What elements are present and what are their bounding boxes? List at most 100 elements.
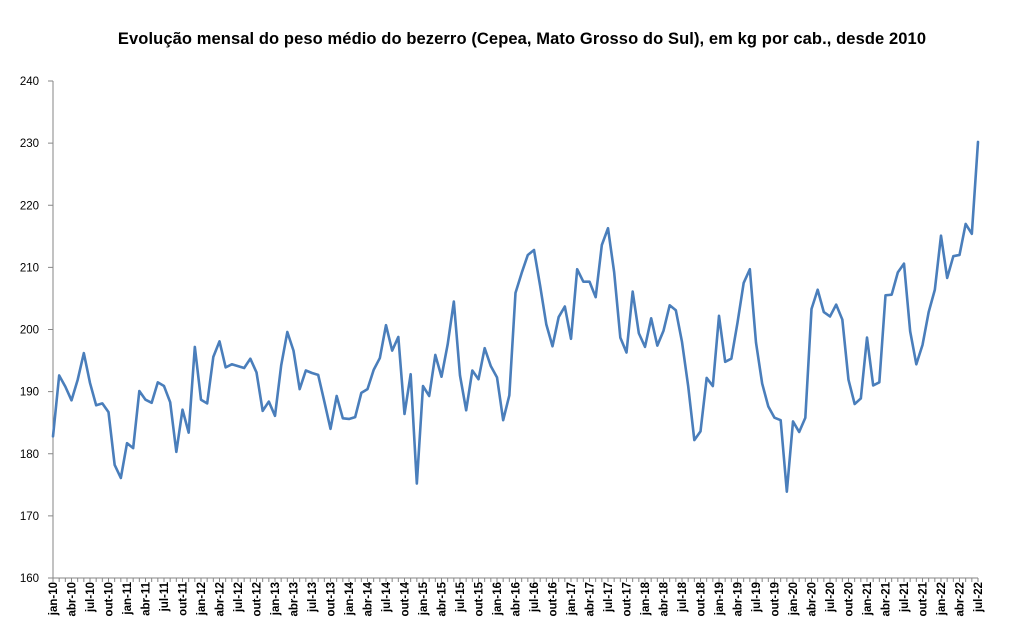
data-point	[249, 357, 251, 359]
data-point	[428, 395, 430, 397]
data-point	[409, 373, 411, 375]
data-point	[946, 277, 948, 279]
data-point	[792, 420, 794, 422]
data-point	[292, 349, 294, 351]
data-point	[884, 294, 886, 296]
y-tick-label: 170	[20, 511, 39, 523]
data-point	[231, 363, 233, 365]
data-point	[650, 317, 652, 319]
data-point	[206, 402, 208, 404]
x-tick-label: jul-21	[899, 581, 911, 613]
data-point	[268, 400, 270, 402]
data-point	[255, 371, 257, 373]
data-point	[348, 418, 350, 420]
data-point	[816, 289, 818, 291]
data-point	[527, 254, 529, 256]
x-tick-label: out-20	[844, 582, 856, 617]
data-point	[465, 409, 467, 411]
y-tick-label: 160	[20, 573, 39, 585]
data-point	[194, 346, 196, 348]
data-point	[83, 352, 85, 354]
x-tick-label: abr-12	[215, 582, 227, 617]
data-point	[150, 402, 152, 404]
x-tick-label: out-16	[548, 582, 560, 617]
y-tick-label: 210	[20, 262, 39, 274]
data-point	[742, 282, 744, 284]
x-tick-label: jan-19	[714, 582, 726, 616]
data-point	[354, 416, 356, 418]
data-point	[705, 377, 707, 379]
data-point	[224, 366, 226, 368]
y-tick-label: 200	[20, 325, 39, 337]
y-tick-label: 240	[20, 76, 39, 88]
data-point	[810, 308, 812, 310]
y-tick-label: 220	[20, 200, 39, 212]
x-tick-label: jul-17	[603, 582, 615, 613]
data-point	[798, 431, 800, 433]
data-point	[644, 346, 646, 348]
data-point	[878, 381, 880, 383]
data-point	[89, 382, 91, 384]
x-tick-label: jan-22	[936, 582, 948, 616]
data-point	[662, 330, 664, 332]
data-point	[773, 417, 775, 419]
x-tick-label: abr-18	[659, 581, 671, 616]
series-line	[51, 140, 980, 493]
data-point	[736, 321, 738, 323]
data-point	[416, 482, 418, 484]
data-point	[274, 415, 276, 417]
data-point	[829, 315, 831, 317]
x-tick-label: jan-15	[418, 581, 430, 616]
data-point	[440, 376, 442, 378]
data-point	[403, 413, 405, 415]
data-point	[755, 341, 757, 343]
x-tick-label: jul-22	[973, 582, 985, 613]
data-point	[360, 392, 362, 394]
data-point	[175, 451, 177, 453]
data-point	[126, 442, 128, 444]
data-point	[631, 290, 633, 292]
data-point	[557, 316, 559, 318]
x-tick-label: out-15	[474, 581, 486, 616]
x-tick-label: out-18	[696, 581, 708, 616]
data-point	[971, 233, 973, 235]
x-tick-label: jan-10	[48, 582, 60, 616]
data-point	[372, 369, 374, 371]
data-point	[335, 395, 337, 397]
data-point	[200, 399, 202, 401]
x-tick-label: jan-11	[122, 581, 134, 615]
data-point	[459, 374, 461, 376]
data-point	[638, 332, 640, 334]
data-point	[120, 477, 122, 479]
data-point	[391, 349, 393, 351]
x-tick-label: jul-15	[455, 581, 467, 613]
data-point	[366, 388, 368, 390]
data-point	[853, 403, 855, 405]
data-point	[570, 338, 572, 340]
data-point	[656, 344, 658, 346]
x-tick-label: abr-14	[363, 581, 375, 616]
data-point	[311, 372, 313, 374]
data-point	[712, 385, 714, 387]
data-point	[767, 405, 769, 407]
data-point	[76, 379, 78, 381]
data-point	[323, 400, 325, 402]
data-point	[601, 244, 603, 246]
x-tick-label: jan-21	[862, 581, 874, 616]
data-point	[921, 344, 923, 346]
x-tick-label: jul-19	[751, 582, 763, 613]
data-point	[564, 305, 566, 307]
data-point	[434, 354, 436, 356]
data-point	[169, 401, 171, 403]
x-tick-label: out-21	[918, 581, 930, 616]
data-point	[934, 289, 936, 291]
x-tick-label: abr-22	[955, 582, 967, 617]
x-tick-label: abr-10	[67, 582, 79, 617]
data-point	[613, 271, 615, 273]
data-point	[699, 430, 701, 432]
data-point	[490, 365, 492, 367]
data-point	[594, 296, 596, 298]
x-tick-label: jan-13	[270, 582, 282, 616]
x-tick-label: jan-16	[492, 582, 504, 616]
data-point	[619, 336, 621, 338]
